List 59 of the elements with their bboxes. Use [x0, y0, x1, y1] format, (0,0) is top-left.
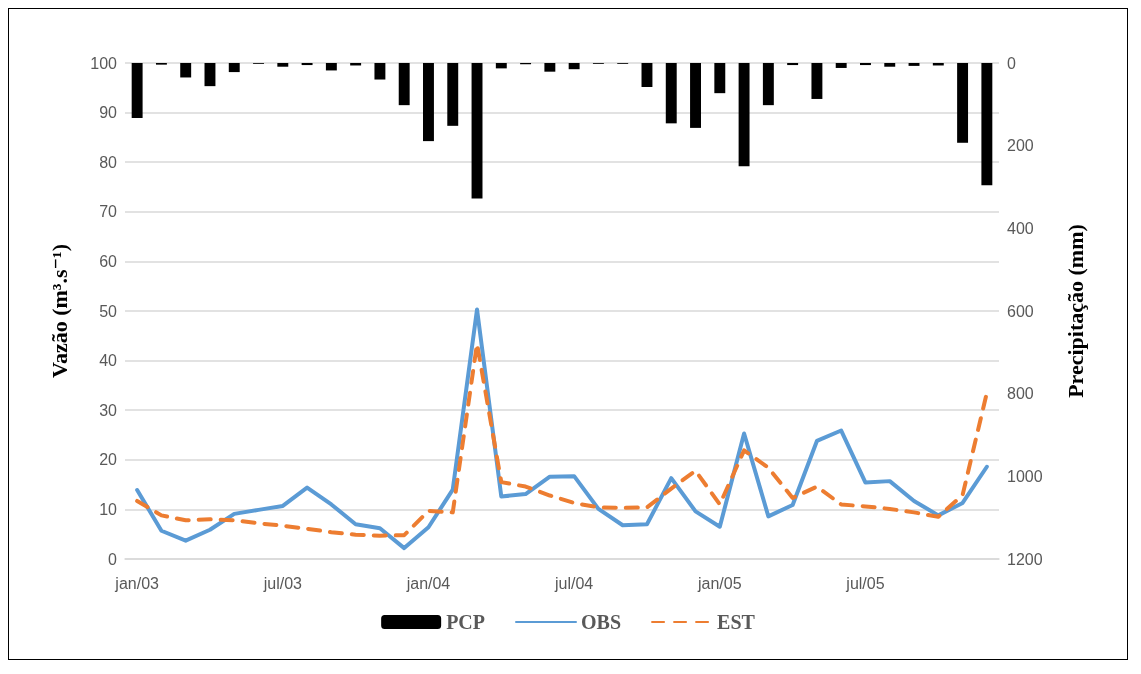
bar [714, 63, 726, 94]
y-tick-label: 60 [99, 252, 118, 270]
bar [423, 63, 434, 142]
bar [447, 63, 459, 126]
bar [398, 63, 410, 106]
bar [471, 63, 483, 199]
bar [665, 63, 677, 124]
x-tick-label: jul/03 [262, 574, 303, 592]
y-axis-title: Vazão (m³.s⁻¹) [46, 244, 72, 378]
bar [204, 63, 216, 87]
bar [835, 63, 847, 68]
y-tick-label: 40 [99, 352, 118, 370]
bar [884, 63, 896, 67]
y-tick-label: 20 [99, 451, 118, 469]
x-tick-label: jul/05 [845, 574, 885, 592]
bar [641, 63, 653, 87]
y-tick-label: 10 [99, 500, 118, 518]
x-tick-label: jan/05 [697, 574, 742, 592]
y2-tick-label: 0 [1007, 54, 1016, 72]
bar [544, 63, 556, 72]
y-tick-label: 70 [99, 203, 118, 221]
bar [957, 63, 969, 143]
bar [908, 63, 920, 66]
y-tick-label: 80 [99, 153, 118, 171]
bar [228, 63, 240, 73]
legend-label: EST [717, 611, 756, 633]
y2-tick-label: 1000 [1007, 467, 1043, 485]
bar [495, 63, 507, 69]
y2-tick-label: 200 [1007, 137, 1034, 155]
y-tick-label: 50 [99, 302, 118, 320]
x-tick-label: jul/04 [554, 574, 594, 592]
bar [981, 63, 993, 186]
bar [568, 63, 580, 70]
y-tick-label: 100 [90, 54, 118, 72]
y2-tick-label: 1200 [1007, 550, 1043, 568]
line-series [135, 307, 989, 551]
bar [180, 63, 192, 78]
bar [374, 63, 386, 80]
legend-label: OBS [581, 611, 622, 633]
bar [325, 63, 337, 71]
y2-axis-title: Precipitação (mm) [1062, 224, 1088, 398]
x-tick-label: jan/03 [114, 574, 160, 592]
legend-label: PCP [446, 611, 486, 633]
y-tick-label: 0 [108, 550, 118, 568]
bar [787, 63, 799, 66]
y2-tick-label: 400 [1007, 219, 1034, 237]
bar [131, 63, 143, 118]
y-tick-label: 30 [99, 401, 118, 419]
bar [860, 63, 871, 66]
y2-tick-label: 800 [1007, 385, 1034, 403]
bar [811, 63, 823, 99]
bar [690, 63, 701, 128]
bar [738, 63, 750, 167]
y-tick-label: 90 [99, 104, 118, 122]
x-tick-label: jan/04 [405, 574, 451, 592]
y2-tick-label: 600 [1007, 302, 1034, 320]
bar [762, 63, 774, 106]
bar [277, 63, 289, 67]
bar [301, 63, 313, 66]
